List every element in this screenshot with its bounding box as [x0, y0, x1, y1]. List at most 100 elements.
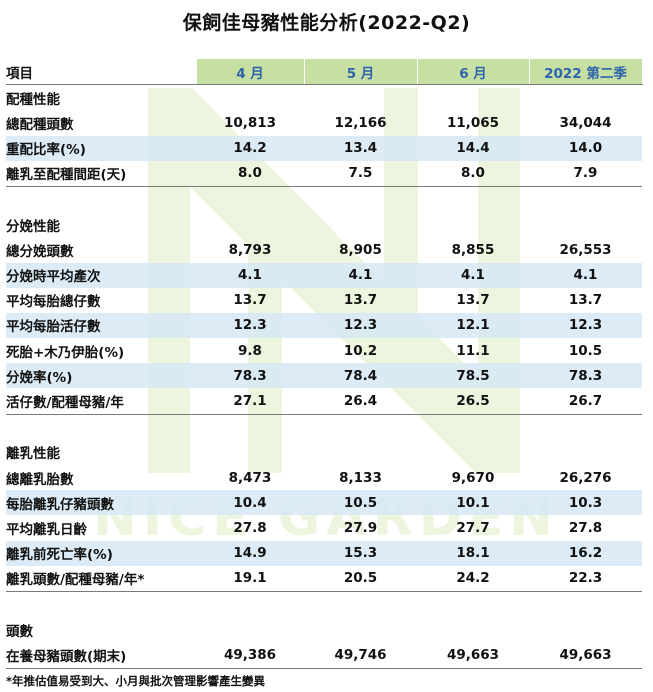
table-row: 總離乳胎數 8,473 8,133 9,670 26,276 — [6, 465, 642, 490]
cell-value: 10.2 — [343, 342, 378, 359]
section-header-row: 配種性能 — [6, 85, 642, 111]
cell-value: 13.7 — [343, 292, 378, 309]
cell-value: 10.5 — [568, 342, 603, 359]
table-row: 離乳至配種間距(天) 8.0 7.5 8.0 7.9 — [6, 160, 642, 187]
section-title: 頭數 — [6, 623, 33, 640]
cell-value: 11,065 — [446, 114, 500, 131]
row-label: 每胎離乳仔豬頭數 — [6, 490, 196, 516]
table-row: 平均離乳日齡 27.8 27.9 27.7 27.8 — [6, 515, 642, 540]
cell-value: 8,855 — [451, 241, 495, 258]
cell-value: 8,905 — [339, 241, 382, 258]
cell-value: 12.3 — [196, 312, 304, 339]
section-title: 分娩性能 — [6, 218, 60, 235]
row-label: 分娩時平均產次 — [6, 262, 196, 288]
cell-value: 11.1 — [456, 342, 490, 359]
table-row: 重配比率(%) 14.2 13.4 14.4 14.0 — [6, 135, 642, 161]
cell-value: 26.4 — [304, 388, 417, 415]
cell-value: 4.1 — [417, 262, 529, 288]
cell-value: 9,670 — [451, 469, 495, 486]
row-label: 平均離乳日齡 — [6, 521, 87, 538]
section-title: 配種性能 — [6, 91, 60, 108]
row-label: 離乳前死亡率(%) — [6, 540, 196, 566]
cell-value: 10.1 — [417, 490, 529, 516]
cell-value: 26.7 — [529, 388, 642, 415]
row-label: 平均每胎總仔數 — [6, 294, 101, 311]
section-header-row: 頭數 — [6, 617, 642, 642]
footnote: *年推估值易受到大、小月與批次管理影響產生變異 — [6, 674, 266, 688]
cell-value: 10.4 — [196, 490, 304, 516]
table-row: 在養母豬頭數(期末) 49,386 49,746 49,663 49,663 — [6, 642, 642, 669]
cell-value: 78.4 — [304, 363, 417, 389]
column-header-item: 項目 — [6, 59, 196, 86]
spacer-row — [6, 414, 642, 440]
cell-value: 13.7 — [456, 292, 490, 309]
cell-value: 20.5 — [304, 565, 417, 592]
spacer-row — [6, 591, 642, 617]
row-label: 活仔數/配種母豬/年 — [6, 388, 196, 415]
cell-value: 27.1 — [196, 388, 304, 415]
row-label: 總分娩頭數 — [6, 243, 74, 260]
spacer-row — [6, 186, 642, 212]
cell-value: 8.0 — [417, 160, 529, 187]
table-row: 死胎+木乃伊胎(%) 9.8 10.2 11.1 10.5 — [6, 338, 642, 363]
cell-value: 12.1 — [417, 312, 529, 339]
cell-value: 14.0 — [529, 135, 642, 161]
table-row: 分娩時平均產次 4.1 4.1 4.1 4.1 — [6, 262, 642, 288]
cell-value: 12.3 — [529, 312, 642, 339]
row-label: 重配比率(%) — [6, 135, 196, 161]
cell-value: 10,813 — [223, 114, 277, 131]
row-label: 死胎+木乃伊胎(%) — [6, 344, 125, 361]
cell-value: 8,473 — [228, 469, 272, 486]
table-row: 總分娩頭數 8,793 8,905 8,855 26,553 — [6, 237, 642, 262]
table-row: 分娩率(%) 78.3 78.4 78.5 78.3 — [6, 363, 642, 389]
row-label: 總離乳胎數 — [6, 471, 74, 488]
cell-value: 15.3 — [304, 540, 417, 566]
cell-value: 19.1 — [196, 565, 304, 592]
cell-value: 49,663 — [417, 642, 529, 669]
column-header-june: 6 月 — [416, 59, 530, 86]
table-row: 平均每胎活仔數 12.3 12.3 12.1 12.3 — [6, 312, 642, 339]
cell-value: 12.3 — [304, 312, 417, 339]
column-header-may: 5 月 — [303, 59, 418, 86]
cell-value: 27.9 — [343, 519, 378, 536]
cell-value: 78.5 — [417, 363, 529, 389]
column-header-2022-q2: 2022 第二季 — [528, 59, 643, 86]
row-label: 離乳頭數/配種母豬/年* — [6, 565, 196, 592]
cell-value: 49,746 — [304, 642, 417, 669]
cell-value: 27.8 — [233, 519, 267, 536]
row-label: 分娩率(%) — [6, 363, 196, 389]
cell-value: 9.8 — [238, 342, 262, 359]
cell-value: 27.8 — [568, 519, 603, 536]
cell-value: 12,166 — [334, 114, 387, 131]
cell-value: 10.5 — [304, 490, 417, 516]
table-row: 離乳頭數/配種母豬/年* 19.1 20.5 24.2 22.3 — [6, 565, 642, 592]
cell-value: 26.5 — [417, 388, 529, 415]
section-header-row: 離乳性能 — [6, 440, 642, 465]
cell-value: 13.4 — [304, 135, 417, 161]
cell-value: 24.2 — [417, 565, 529, 592]
column-header-april: 4 月 — [195, 59, 305, 86]
cell-value: 7.5 — [304, 160, 417, 187]
cell-value: 10.3 — [529, 490, 642, 516]
cell-value: 7.9 — [529, 160, 642, 187]
row-label: 平均每胎活仔數 — [6, 312, 196, 339]
cell-value: 78.3 — [529, 363, 642, 389]
cell-value: 13.7 — [568, 292, 603, 309]
cell-value: 16.2 — [529, 540, 642, 566]
table-row: 活仔數/配種母豬/年 27.1 26.4 26.5 26.7 — [6, 388, 642, 415]
page-title: 保飼佳母豬性能分析(2022-Q2) — [182, 12, 471, 34]
cell-value: 14.4 — [417, 135, 529, 161]
section-header-row: 分娩性能 — [6, 212, 642, 237]
cell-value: 26,553 — [559, 241, 612, 258]
cell-value: 4.1 — [529, 262, 642, 288]
cell-value: 49,663 — [529, 642, 642, 669]
cell-value: 26,276 — [559, 469, 612, 486]
cell-value: 27.7 — [456, 519, 490, 536]
cell-value: 4.1 — [304, 262, 417, 288]
cell-value: 14.9 — [196, 540, 304, 566]
sow-performance-table: 項目 4 月 5 月 6 月 2022 第二季 配種性能 總配種頭數 10,81… — [6, 59, 643, 669]
row-label: 在養母豬頭數(期末) — [6, 642, 196, 669]
cell-value: 13.7 — [233, 292, 267, 309]
table-row: 離乳前死亡率(%) 14.9 15.3 18.1 16.2 — [6, 540, 642, 566]
cell-value: 8,133 — [339, 469, 382, 486]
